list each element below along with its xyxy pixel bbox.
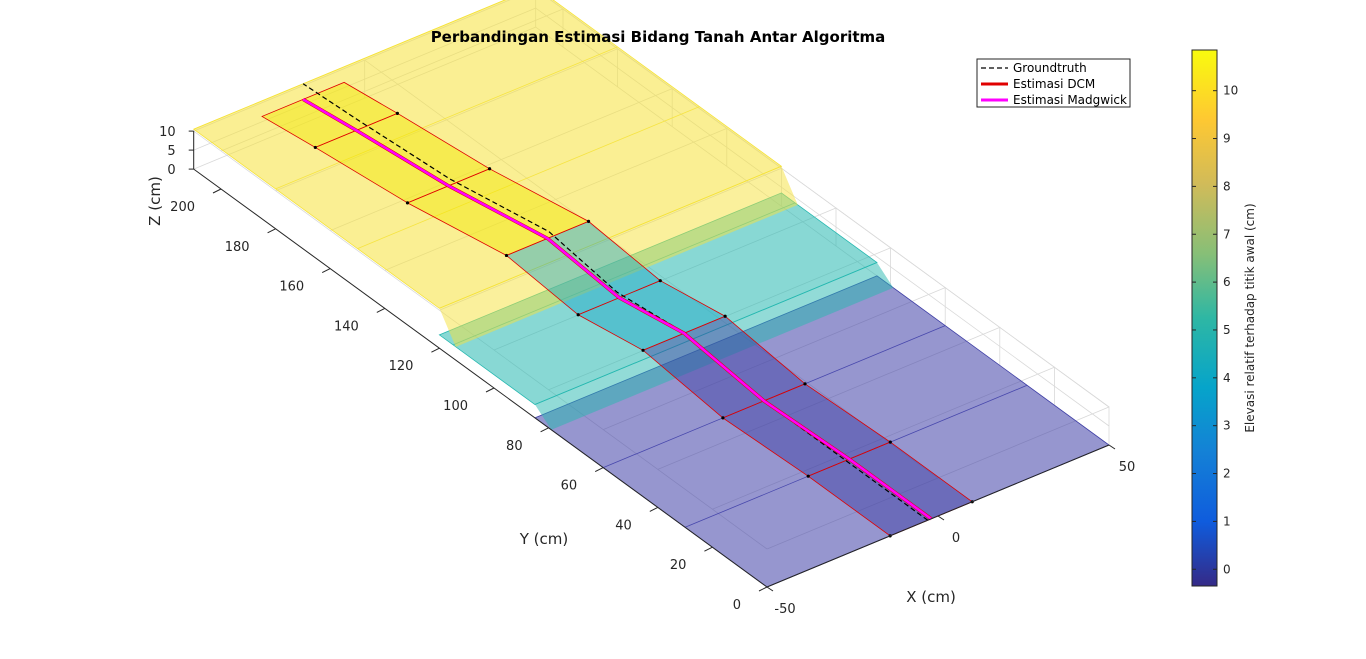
colorbar-tick-label: 4 — [1223, 371, 1231, 385]
x-tick — [1108, 444, 1116, 450]
z-tick-label: 10 — [159, 125, 176, 140]
colorbar-tick-label: 3 — [1223, 419, 1231, 433]
patch-vertex — [313, 145, 317, 150]
y-tick-label: 180 — [225, 240, 250, 255]
y-tick-label: 160 — [279, 280, 304, 295]
colorbar-tick-label: 7 — [1223, 227, 1231, 241]
y-tick-label: 40 — [615, 518, 632, 533]
colorbar-tick-label: 2 — [1223, 467, 1231, 481]
patch-vertex — [806, 474, 810, 478]
patch-vertex — [586, 219, 591, 223]
axes: -50 0 50 0 20 40 60 80 100 120 140 160 180 200 0 5 10 — [159, 125, 1135, 617]
y-tick-label: 140 — [334, 319, 359, 334]
colorbar-tick-label: 5 — [1223, 323, 1231, 337]
patch-vertex — [721, 416, 725, 420]
z-tick-label: 5 — [167, 144, 175, 159]
z-axis-label: Z (cm) — [146, 176, 164, 226]
y-tick-label: 200 — [170, 200, 195, 215]
colorbar-tick-label: 6 — [1223, 275, 1231, 289]
y-tick — [485, 387, 495, 393]
patch-vertex — [487, 167, 492, 171]
y-tick-label: 20 — [670, 558, 687, 573]
patch-vertex — [888, 440, 892, 444]
colorbar-tick-label: 9 — [1223, 132, 1231, 146]
surface-ramp — [439, 166, 798, 347]
colorbar-gradient — [1191, 49, 1218, 587]
y-tick — [649, 506, 659, 512]
patch-vertex — [641, 348, 645, 352]
colorbar-label: Elevasi relatif terhadap titik awal (cm) — [1243, 203, 1257, 432]
legend-label-madgwick: Estimasi Madgwick — [1013, 93, 1127, 107]
surface-ramp — [534, 262, 894, 430]
series-line — [302, 98, 932, 520]
patch-vertex — [803, 382, 807, 386]
y-tick — [704, 546, 713, 552]
y-tick-label: 80 — [506, 439, 523, 454]
ground-surface — [192, 0, 1110, 588]
colorbar-tick-label: 10 — [1223, 84, 1238, 98]
patch-vertex — [395, 111, 399, 115]
x-axis-label: X (cm) — [906, 588, 956, 606]
legend: Groundtruth Estimasi DCM Estimasi Madgwi… — [976, 58, 1131, 108]
legend-label-groundtruth: Groundtruth — [1013, 61, 1087, 75]
patch-vertex — [576, 313, 580, 317]
patch-vertex — [723, 314, 727, 318]
y-tick-label: 0 — [733, 598, 741, 613]
x-tick-label: 0 — [952, 531, 960, 546]
patch-vertex — [658, 279, 662, 283]
y-tick — [212, 188, 222, 194]
colorbar-tick-label: 8 — [1223, 179, 1231, 193]
colorbar: 0 1 2 3 4 5 6 7 8 9 10 Elevasi relatif terhadap ti… — [1191, 49, 1257, 587]
legend-label-dcm: Estimasi DCM — [1013, 77, 1095, 91]
colorbar-tick-label: 1 — [1223, 514, 1231, 528]
x-tick-label: 50 — [1119, 460, 1136, 475]
x-tick — [937, 515, 945, 521]
y-tick-label: 100 — [443, 399, 468, 414]
patch-vertex — [405, 201, 410, 205]
surface-mesh-line — [357, 106, 700, 249]
y-tick — [540, 427, 549, 433]
y-tick-label: 60 — [561, 479, 578, 494]
y-tick — [758, 586, 768, 592]
colorbar-tick-label: 0 — [1223, 562, 1231, 576]
patch-vertex — [504, 253, 509, 258]
series-lines — [302, 83, 933, 521]
surface-mesh-line — [534, 262, 878, 405]
y-tick — [376, 307, 386, 313]
series-line — [302, 83, 929, 521]
chart-title: Perbandingan Estimasi Bidang Tanah Antar… — [431, 28, 886, 46]
x-tick — [766, 586, 774, 592]
y-tick — [594, 467, 604, 473]
y-axis-label: Y (cm) — [519, 530, 569, 548]
y-tick — [321, 268, 331, 274]
y-tick — [431, 347, 440, 353]
y-tick — [267, 228, 276, 234]
surface-mesh-line — [193, 0, 506, 130]
surface-mesh-line — [275, 46, 618, 190]
z-tick-label: 0 — [167, 163, 175, 178]
y-axis-line — [193, 168, 768, 588]
x-tick-label: -50 — [774, 602, 795, 617]
colorbar-ticks: 0 1 2 3 4 5 6 7 8 9 10 — [1192, 84, 1238, 576]
y-tick-label: 120 — [389, 359, 414, 374]
surface-mesh-line — [439, 165, 782, 309]
